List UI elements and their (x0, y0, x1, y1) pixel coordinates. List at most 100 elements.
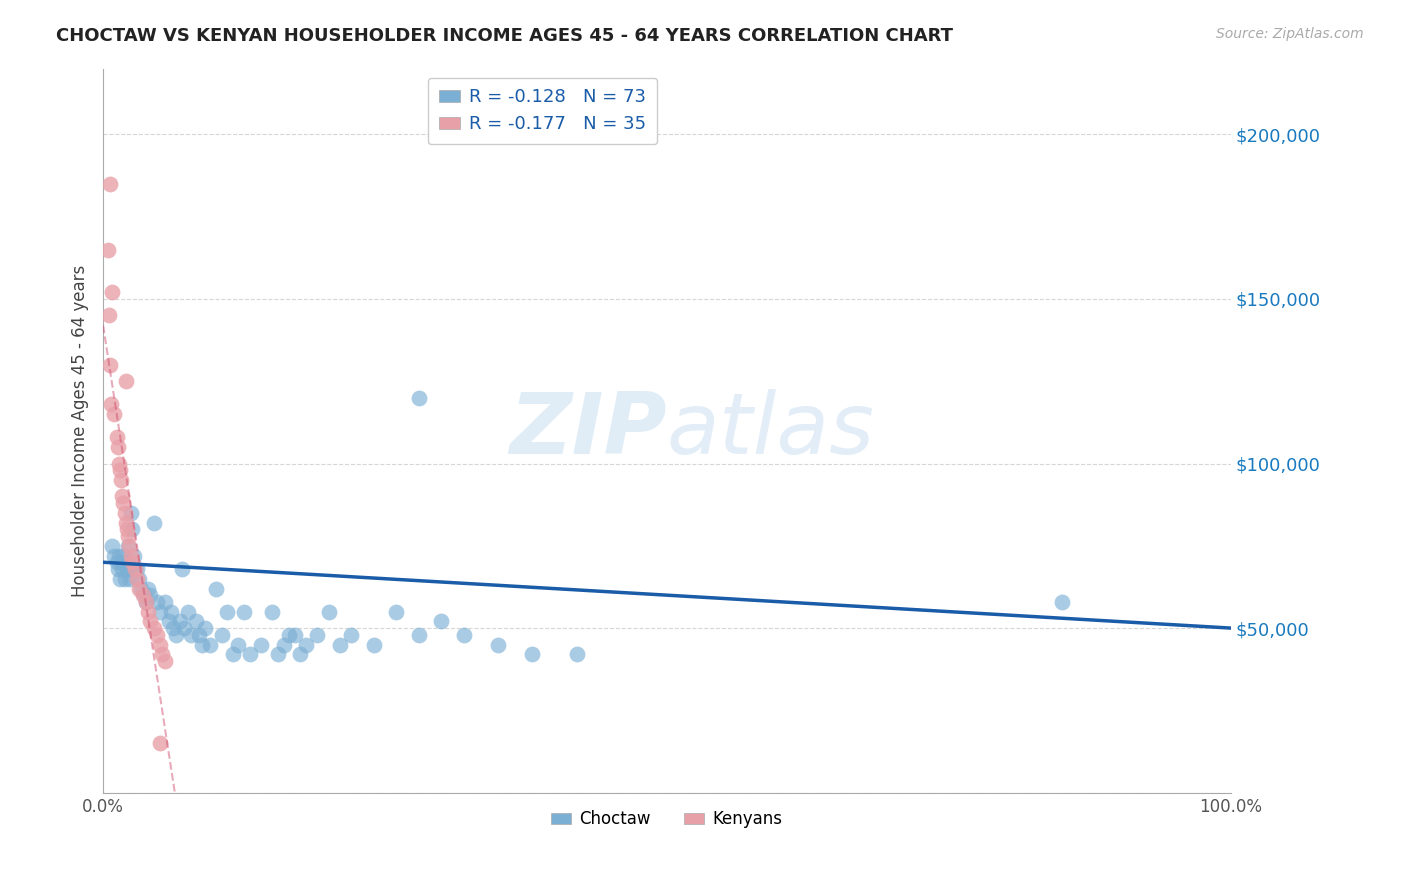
Point (131, 588, 153, 602)
Point (295, 638, 318, 652)
Point (135, 595, 157, 609)
Point (105, 555, 128, 569)
Point (114, 374, 136, 388)
Point (118, 539, 141, 553)
Point (188, 628, 211, 642)
Text: atlas: atlas (666, 389, 875, 472)
Point (110, 473, 132, 487)
Point (184, 615, 207, 629)
Point (290, 648, 312, 662)
Point (318, 605, 340, 619)
Point (124, 562, 146, 576)
Y-axis label: Householder Income Ages 45 - 64 years: Householder Income Ages 45 - 64 years (72, 264, 89, 597)
Point (239, 648, 262, 662)
Point (159, 605, 181, 619)
Point (153, 654, 176, 668)
Point (205, 582, 228, 596)
Point (105, 430, 128, 444)
Point (98, 177, 121, 191)
Text: Source: ZipAtlas.com: Source: ZipAtlas.com (1216, 27, 1364, 41)
Point (111, 562, 134, 576)
Point (108, 457, 131, 471)
Point (114, 516, 136, 530)
Point (148, 736, 170, 750)
Point (170, 562, 193, 576)
Point (112, 496, 135, 510)
Point (125, 572, 148, 586)
Point (211, 628, 233, 642)
Point (146, 595, 169, 609)
Point (101, 285, 124, 300)
Point (103, 549, 125, 563)
Point (565, 648, 588, 662)
Point (278, 628, 301, 642)
Point (430, 615, 453, 629)
Legend: Choctaw, Kenyans: Choctaw, Kenyans (544, 804, 789, 835)
Point (217, 605, 239, 619)
Point (136, 605, 159, 619)
Point (228, 638, 250, 652)
Point (191, 638, 214, 652)
Point (329, 638, 352, 652)
Point (385, 605, 408, 619)
Point (121, 555, 143, 569)
Point (173, 621, 195, 635)
Point (169, 615, 191, 629)
Point (200, 638, 222, 652)
Point (267, 648, 290, 662)
Point (363, 638, 385, 652)
Point (142, 516, 165, 530)
Point (148, 605, 170, 619)
Point (124, 562, 146, 576)
Point (222, 648, 245, 662)
Point (180, 628, 202, 642)
Point (453, 628, 475, 642)
Point (117, 529, 139, 543)
Point (100, 397, 122, 411)
Point (122, 549, 145, 563)
Point (125, 562, 148, 576)
Point (340, 628, 363, 642)
Point (150, 648, 173, 662)
Point (250, 638, 273, 652)
Point (131, 582, 153, 596)
Point (408, 391, 430, 405)
Point (132, 588, 155, 602)
Point (157, 615, 180, 629)
Point (120, 549, 142, 563)
Point (128, 572, 150, 586)
Text: CHOCTAW VS KENYAN HOUSEHOLDER INCOME AGES 45 - 64 YEARS CORRELATION CHART: CHOCTAW VS KENYAN HOUSEHOLDER INCOME AGE… (56, 27, 953, 45)
Point (108, 549, 131, 563)
Point (118, 562, 141, 576)
Point (97, 309, 120, 323)
Point (117, 539, 139, 553)
Point (120, 572, 142, 586)
Point (110, 555, 132, 569)
Point (408, 628, 430, 642)
Point (194, 621, 217, 635)
Point (146, 628, 169, 642)
Point (103, 407, 125, 421)
Point (273, 638, 295, 652)
Point (120, 506, 142, 520)
Point (115, 562, 138, 576)
Point (233, 605, 256, 619)
Point (262, 605, 284, 619)
Point (121, 522, 143, 536)
Point (176, 605, 198, 619)
Point (142, 621, 165, 635)
Point (136, 582, 159, 596)
Point (108, 572, 131, 586)
Point (486, 638, 509, 652)
Point (114, 506, 136, 520)
Point (114, 555, 136, 569)
Point (98, 358, 121, 372)
Point (153, 595, 176, 609)
Point (107, 440, 129, 454)
Point (520, 648, 543, 662)
Point (112, 549, 135, 563)
Text: ZIP: ZIP (509, 389, 666, 472)
Point (128, 582, 150, 596)
Point (97, 243, 120, 257)
Point (101, 539, 124, 553)
